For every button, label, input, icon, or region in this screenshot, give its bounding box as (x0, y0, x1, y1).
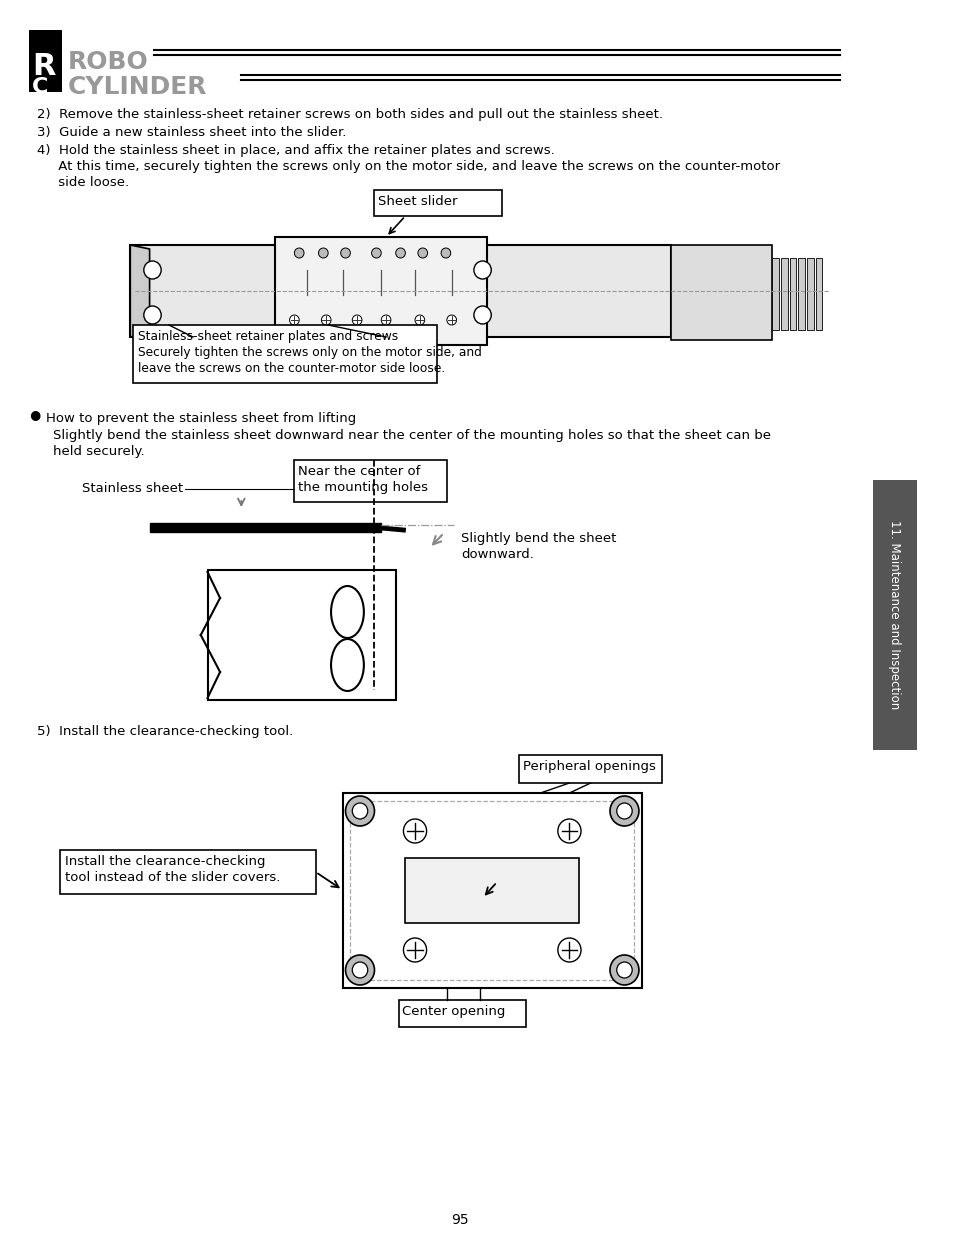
Circle shape (352, 803, 367, 819)
Circle shape (558, 819, 580, 844)
Text: Stainless-sheet retainer plates and screws: Stainless-sheet retainer plates and scre… (138, 330, 397, 343)
Circle shape (318, 248, 328, 258)
Circle shape (294, 248, 304, 258)
Bar (274, 237, 487, 345)
Circle shape (474, 261, 491, 279)
Circle shape (144, 261, 161, 279)
Text: 2)  Remove the stainless-sheet retainer screws on both sides and pull out the st: 2) Remove the stainless-sheet retainer s… (36, 107, 662, 121)
Bar (350, 802, 634, 981)
Circle shape (616, 962, 632, 978)
Bar (398, 1000, 525, 1028)
Circle shape (558, 939, 580, 962)
Text: Slightly bend the sheet: Slightly bend the sheet (461, 532, 616, 545)
Circle shape (609, 955, 639, 986)
Circle shape (352, 962, 367, 978)
Circle shape (144, 306, 161, 324)
Text: the mounting holes: the mounting holes (298, 480, 428, 494)
Text: 11. Maintenance and Inspection: 11. Maintenance and Inspection (887, 520, 901, 710)
Bar (789, 258, 796, 330)
Text: C: C (31, 77, 49, 98)
Bar (670, 245, 771, 340)
Circle shape (30, 411, 40, 421)
Circle shape (321, 315, 331, 325)
Bar (29, 30, 62, 68)
Bar (29, 68, 62, 91)
Text: leave the screws on the counter-motor side loose.: leave the screws on the counter-motor si… (138, 362, 445, 375)
Bar (405, 858, 578, 923)
Circle shape (352, 315, 361, 325)
Text: CYLINDER: CYLINDER (68, 75, 207, 99)
Text: ROBO: ROBO (68, 49, 148, 74)
Text: Securely tighten the screws only on the motor side, and: Securely tighten the screws only on the … (138, 346, 481, 359)
Circle shape (290, 315, 299, 325)
Bar (798, 258, 804, 330)
Text: downward.: downward. (461, 548, 534, 561)
Circle shape (403, 939, 426, 962)
Text: Sheet slider: Sheet slider (378, 195, 457, 207)
Bar (780, 258, 787, 330)
Bar (375, 190, 501, 216)
Circle shape (474, 306, 491, 324)
Bar (133, 325, 436, 383)
Text: 5)  Install the clearance-checking tool.: 5) Install the clearance-checking tool. (36, 725, 293, 739)
Text: tool instead of the slider covers.: tool instead of the slider covers. (65, 871, 280, 884)
Circle shape (345, 797, 375, 826)
Text: Center opening: Center opening (402, 1005, 505, 1018)
Bar (518, 755, 661, 783)
Text: 95: 95 (451, 1213, 469, 1228)
Circle shape (446, 315, 456, 325)
Text: 3)  Guide a new stainless sheet into the slider.: 3) Guide a new stainless sheet into the … (36, 126, 346, 140)
Text: Peripheral openings: Peripheral openings (522, 760, 656, 773)
Bar (806, 258, 813, 330)
Bar (873, 480, 916, 750)
Text: Slightly bend the stainless sheet downward near the center of the mounting holes: Slightly bend the stainless sheet downwa… (53, 429, 770, 442)
Circle shape (609, 797, 639, 826)
Circle shape (415, 315, 424, 325)
Text: How to prevent the stainless sheet from lifting: How to prevent the stainless sheet from … (47, 412, 356, 425)
Circle shape (340, 248, 350, 258)
Circle shape (403, 819, 426, 844)
Bar (815, 258, 821, 330)
Bar (60, 850, 315, 894)
Circle shape (440, 248, 450, 258)
Text: Near the center of: Near the center of (298, 466, 420, 478)
Ellipse shape (331, 585, 363, 638)
Bar (771, 258, 778, 330)
Circle shape (381, 315, 391, 325)
Ellipse shape (331, 638, 363, 692)
Text: held securely.: held securely. (53, 445, 145, 458)
Bar (342, 793, 641, 988)
Circle shape (372, 248, 381, 258)
Text: side loose.: side loose. (36, 177, 129, 189)
Circle shape (345, 955, 375, 986)
Text: R: R (31, 52, 55, 82)
Bar (208, 571, 395, 700)
Circle shape (395, 248, 405, 258)
Circle shape (616, 803, 632, 819)
Bar (131, 245, 670, 337)
Polygon shape (131, 245, 150, 337)
Bar (150, 522, 381, 532)
Text: At this time, securely tighten the screws only on the motor side, and leave the : At this time, securely tighten the screw… (36, 161, 779, 173)
Circle shape (417, 248, 427, 258)
Text: 4)  Hold the stainless sheet in place, and affix the retainer plates and screws.: 4) Hold the stainless sheet in place, an… (36, 144, 554, 157)
Text: Stainless sheet: Stainless sheet (82, 482, 183, 495)
Bar (294, 459, 446, 501)
Text: Install the clearance-checking: Install the clearance-checking (65, 855, 265, 868)
